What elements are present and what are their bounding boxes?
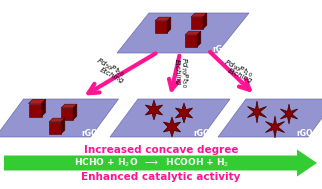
Polygon shape: [280, 104, 298, 124]
Polygon shape: [218, 99, 322, 137]
Polygon shape: [61, 118, 65, 134]
Polygon shape: [191, 13, 207, 17]
Text: rGO: rGO: [297, 129, 313, 139]
Text: Increased concave degree: Increased concave degree: [84, 145, 238, 155]
Polygon shape: [117, 13, 249, 53]
Polygon shape: [191, 17, 203, 29]
Text: Pd$_{70}$Pt$_{30}$: Pd$_{70}$Pt$_{30}$: [178, 56, 190, 88]
Polygon shape: [61, 108, 73, 120]
Polygon shape: [175, 103, 193, 123]
Polygon shape: [185, 35, 197, 47]
Polygon shape: [110, 99, 230, 137]
Polygon shape: [185, 31, 201, 35]
Polygon shape: [163, 117, 181, 137]
Text: Enhanced catalytic activity: Enhanced catalytic activity: [81, 172, 241, 182]
Text: Etching: Etching: [174, 59, 181, 85]
Polygon shape: [4, 149, 317, 177]
Polygon shape: [29, 99, 46, 104]
Polygon shape: [145, 100, 163, 120]
Polygon shape: [61, 104, 77, 108]
Polygon shape: [167, 17, 171, 33]
Polygon shape: [155, 21, 167, 33]
Polygon shape: [49, 118, 65, 122]
Text: Pd$_{50}$Pt$_{50}$: Pd$_{50}$Pt$_{50}$: [94, 55, 126, 79]
Text: Pd$_{90}$Pt$_{10}$: Pd$_{90}$Pt$_{10}$: [222, 56, 254, 80]
Text: rGO: rGO: [213, 44, 229, 53]
Polygon shape: [49, 122, 61, 134]
Text: rGO: rGO: [82, 129, 98, 139]
Text: rGO: rGO: [194, 129, 210, 139]
Polygon shape: [155, 17, 171, 21]
Polygon shape: [73, 104, 77, 120]
Polygon shape: [29, 104, 42, 116]
Polygon shape: [42, 99, 46, 116]
Text: HCHO + H$_2$O  $\longrightarrow$  HCOOH + H$_2$: HCHO + H$_2$O $\longrightarrow$ HCOOH + …: [74, 157, 230, 169]
Text: Etching: Etching: [227, 68, 253, 84]
Polygon shape: [265, 116, 285, 138]
Polygon shape: [203, 13, 207, 29]
Polygon shape: [0, 99, 118, 137]
Polygon shape: [248, 101, 267, 123]
Polygon shape: [197, 31, 201, 47]
Text: Etching: Etching: [99, 67, 125, 85]
